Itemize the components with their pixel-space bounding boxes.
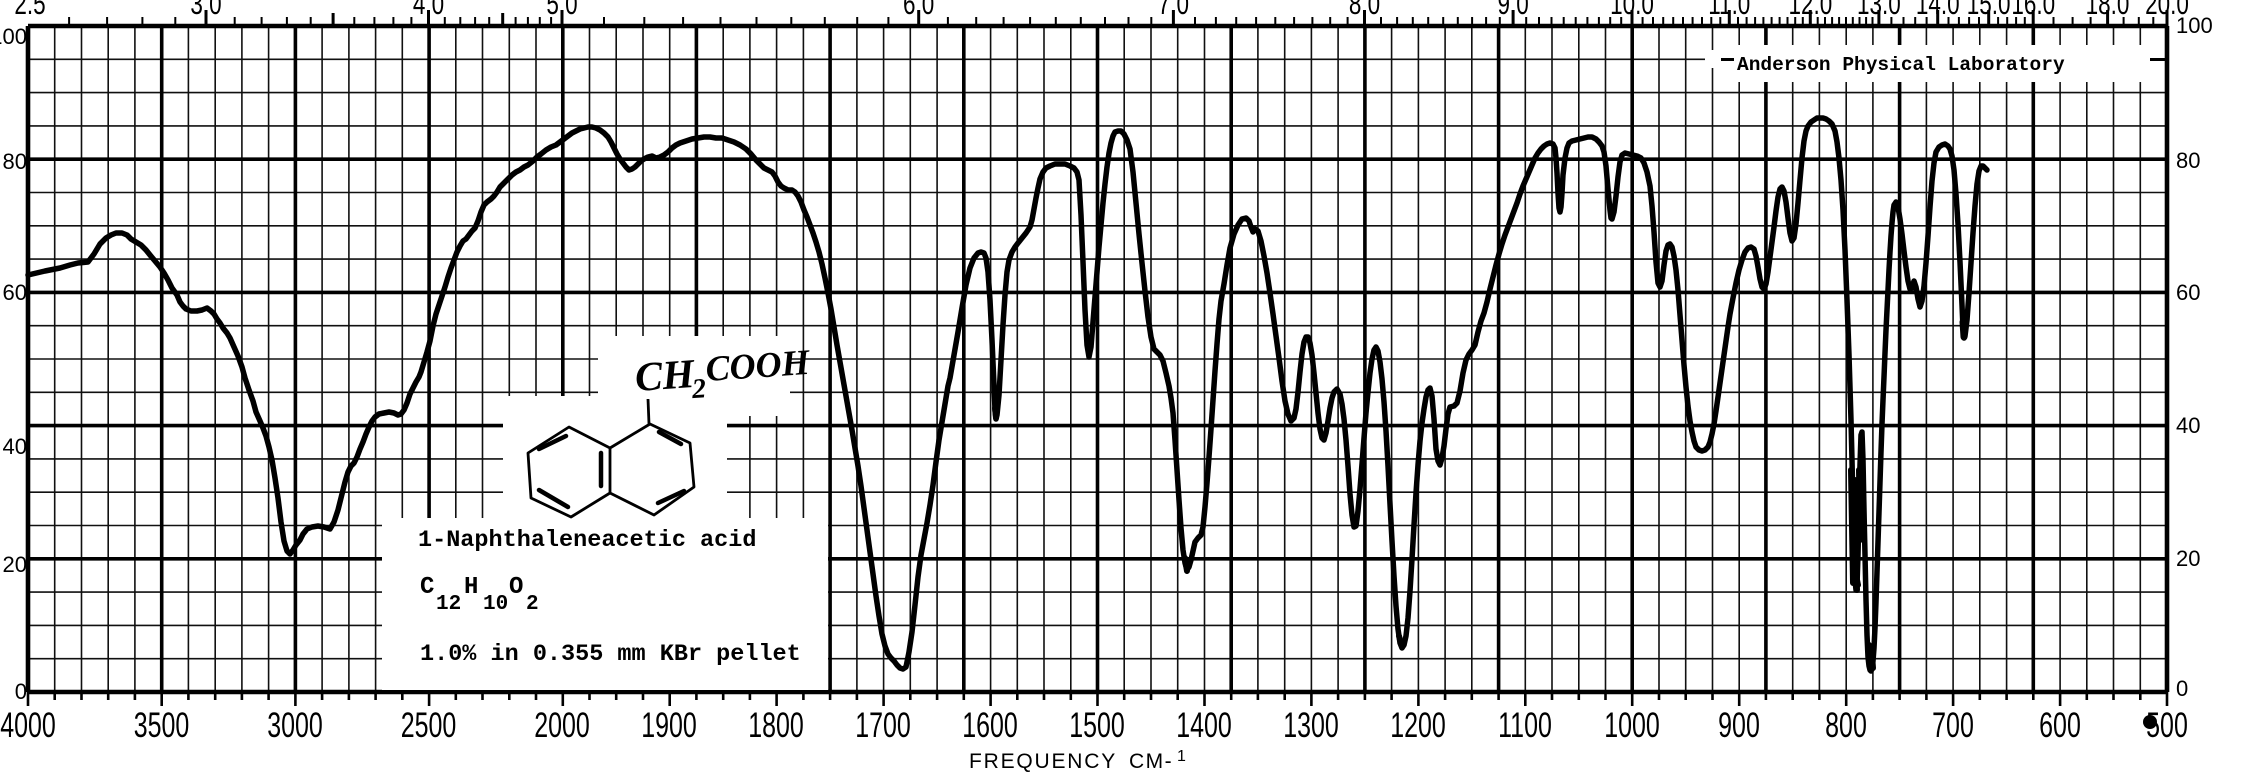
svg-text:40: 40 — [2176, 413, 2200, 438]
svg-text:1100: 1100 — [1498, 706, 1552, 745]
svg-text:3.0: 3.0 — [190, 0, 221, 21]
svg-text:40: 40 — [3, 434, 27, 459]
svg-text:Anderson Physical Laboratory: Anderson Physical Laboratory — [1737, 54, 2065, 76]
svg-text:COOH: COOH — [704, 342, 812, 389]
svg-text:700: 700 — [1932, 706, 1974, 745]
svg-text:FREQUENCY: FREQUENCY — [969, 750, 1117, 773]
svg-text:9.0: 9.0 — [1497, 0, 1528, 21]
svg-text:2000: 2000 — [534, 706, 590, 745]
svg-text:CM-: CM- — [1129, 750, 1173, 773]
svg-text:1200: 1200 — [1390, 706, 1446, 745]
svg-text:10.0: 10.0 — [1610, 0, 1654, 21]
svg-text:12.0: 12.0 — [1788, 0, 1832, 21]
svg-text:3500: 3500 — [134, 706, 190, 745]
svg-text:1500: 1500 — [1069, 706, 1125, 745]
svg-text:13.0: 13.0 — [1857, 0, 1901, 21]
svg-text:80: 80 — [3, 149, 27, 174]
svg-text:1300: 1300 — [1283, 706, 1339, 745]
svg-text:10: 10 — [483, 593, 508, 616]
svg-text:20.0: 20.0 — [2145, 0, 2189, 21]
svg-text:7.0: 7.0 — [1158, 0, 1189, 21]
svg-text:800: 800 — [1825, 706, 1867, 745]
svg-text:2500: 2500 — [401, 706, 457, 745]
svg-text:14.0: 14.0 — [1916, 0, 1960, 21]
svg-text:100: 100 — [0, 24, 27, 49]
svg-text:20: 20 — [2176, 546, 2200, 571]
svg-text:11.0: 11.0 — [1708, 0, 1750, 21]
svg-text:8.0: 8.0 — [1349, 0, 1380, 21]
svg-text:1900: 1900 — [641, 706, 697, 745]
svg-text:5.0: 5.0 — [546, 0, 577, 21]
svg-text:80: 80 — [2176, 148, 2200, 173]
svg-text:1.0% in 0.355 mm KBr pellet: 1.0% in 0.355 mm KBr pellet — [420, 641, 801, 668]
svg-text:H: H — [464, 574, 478, 601]
svg-text:20: 20 — [3, 552, 27, 577]
svg-text:C: C — [420, 574, 434, 601]
svg-text:O: O — [509, 574, 523, 601]
svg-text:60: 60 — [2176, 280, 2200, 305]
svg-text:1-Naphthaleneacetic acid: 1-Naphthaleneacetic acid — [418, 527, 756, 554]
svg-text:1400: 1400 — [1176, 706, 1232, 745]
svg-text:4000: 4000 — [0, 706, 56, 745]
svg-text:CH: CH — [633, 350, 696, 400]
svg-text:3000: 3000 — [267, 706, 323, 745]
svg-text:16.0: 16.0 — [2011, 0, 2055, 21]
svg-text:18.0: 18.0 — [2086, 0, 2130, 21]
svg-text:1700: 1700 — [855, 706, 911, 745]
svg-text:15.0: 15.0 — [1967, 0, 2011, 21]
svg-text:0: 0 — [2176, 676, 2188, 701]
svg-text:12: 12 — [436, 593, 461, 616]
svg-text:100: 100 — [2176, 13, 2213, 38]
svg-text:2: 2 — [690, 373, 707, 405]
svg-text:1800: 1800 — [748, 706, 804, 745]
svg-text:4.0: 4.0 — [413, 0, 444, 21]
svg-text:900: 900 — [1718, 706, 1760, 745]
svg-text:1000: 1000 — [1604, 706, 1660, 745]
svg-text:600: 600 — [2039, 706, 2081, 745]
svg-text:2.5: 2.5 — [14, 0, 45, 21]
svg-text:6.0: 6.0 — [903, 0, 934, 21]
svg-text:1: 1 — [1177, 748, 1186, 765]
svg-text:0: 0 — [15, 679, 27, 704]
svg-text:2: 2 — [526, 593, 539, 616]
svg-text:60: 60 — [3, 280, 27, 305]
svg-text:1600: 1600 — [962, 706, 1018, 745]
